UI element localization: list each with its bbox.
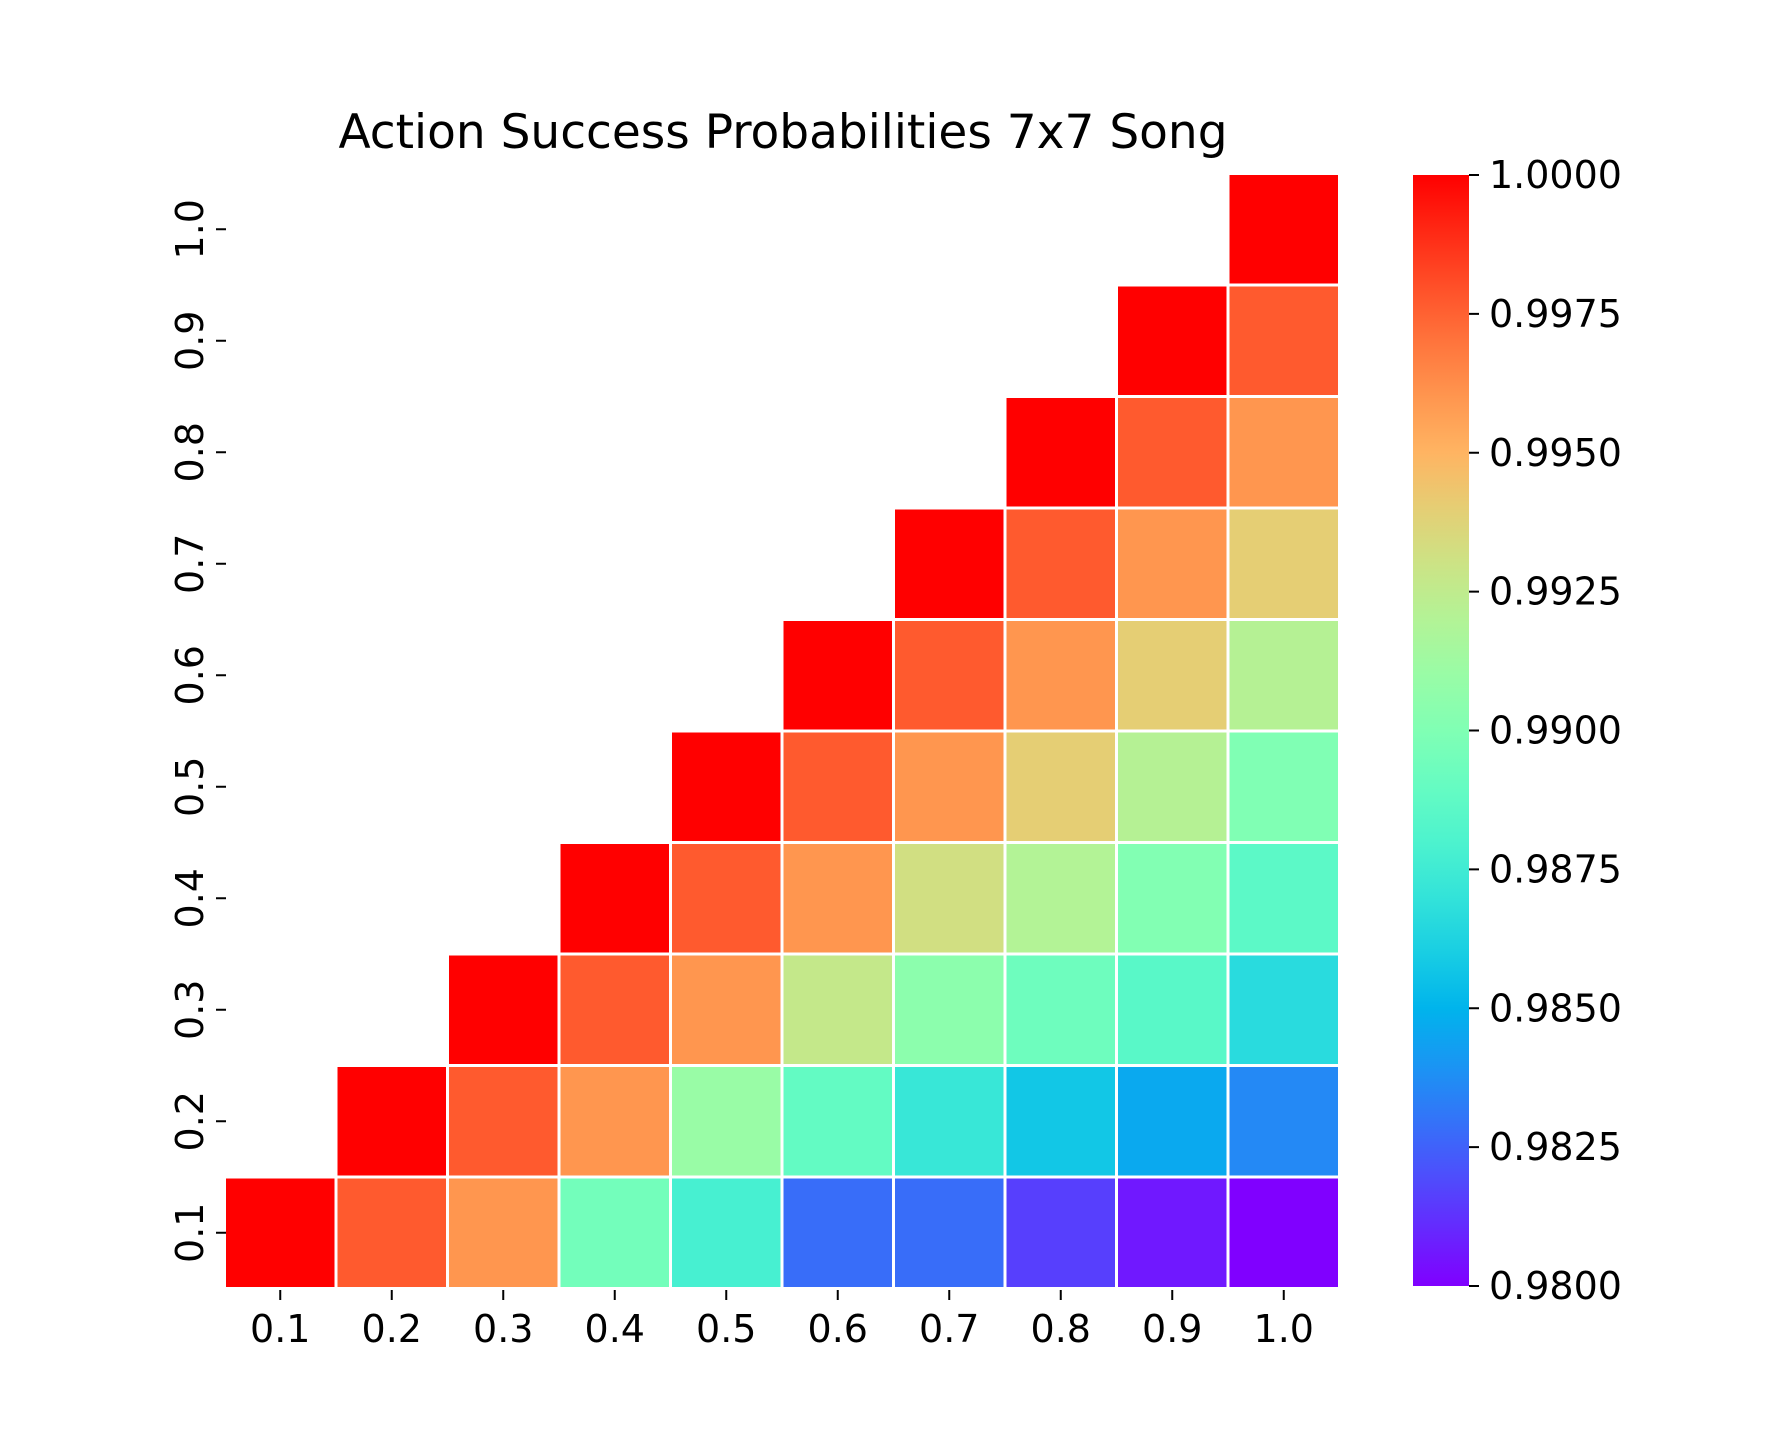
x-axis: 0.1 0.2 0.3 0.4 0.5 0.6 0.7 0.8 0.9 1.0 [250,1290,1314,1351]
heatmap-cell-x1.0-y0.5 [1229,732,1338,841]
heatmap-cell-x0.9-y0.1 [1118,1178,1227,1287]
heatmap-cell-x0.8-y0.7 [1006,509,1115,618]
heatmap-cell-x1.0-y0.2 [1229,1067,1338,1176]
heatmap-cell-x0.8-y0.8 [1006,398,1115,507]
heatmap-cell-x0.8-y0.3 [1006,955,1115,1064]
x-tick-label: 0.3 [473,1307,533,1351]
y-tick-label: 0.5 [168,757,212,817]
colorbar-tick-label: 0.9950 [1489,431,1622,475]
heatmap-cell-x0.5-y0.3 [672,955,781,1064]
heatmap-cell-x1.0-y1.0 [1229,175,1338,284]
y-tick-label: 0.9 [168,311,212,371]
y-tick-label: 0.6 [168,645,212,705]
heatmap-cell-x0.4-y0.1 [560,1178,669,1287]
y-tick-label: 0.7 [168,534,212,594]
heatmap-cell-x0.3-y0.2 [449,1067,558,1176]
heatmap-cell-x0.6-y0.1 [783,1178,892,1287]
heatmap-cell-x0.6-y0.3 [783,955,892,1064]
colorbar-tick-label: 0.9900 [1489,709,1622,753]
heatmap-cell-x0.4-y0.2 [560,1067,669,1176]
heatmap-cell-x0.9-y0.6 [1118,621,1227,730]
heatmap-cell-x0.7-y0.4 [895,844,1004,953]
heatmap-cell-x0.7-y0.1 [895,1178,1004,1287]
colorbar-gradient [1413,175,1469,1286]
heatmap-cell-x1.0-y0.1 [1229,1178,1338,1287]
heatmap-cell-x0.5-y0.4 [672,844,781,953]
x-tick-label: 0.7 [919,1307,979,1351]
y-tick-label: 1.0 [168,199,212,259]
heatmap-cell-x0.5-y0.2 [672,1067,781,1176]
heatmap-cell-x0.3-y0.3 [449,955,558,1064]
x-tick-label: 0.8 [1031,1307,1091,1351]
heatmap-cell-x1.0-y0.7 [1229,509,1338,618]
heatmap-cell-x1.0-y0.4 [1229,844,1338,953]
x-tick-label: 0.2 [362,1307,422,1351]
colorbar-tick-label: 0.9875 [1489,847,1622,891]
x-tick-label: 0.9 [1142,1307,1202,1351]
y-axis: 0.1 0.2 0.3 0.4 0.5 0.6 0.7 0.8 0.9 1.0 [168,199,226,1263]
heatmap-cell-x0.8-y0.2 [1006,1067,1115,1176]
heatmap-cell-x0.7-y0.2 [895,1067,1004,1176]
x-tick-label: 0.6 [808,1307,868,1351]
heatmap-cell-x0.9-y0.5 [1118,732,1227,841]
heatmap-cell-x0.9-y0.8 [1118,398,1227,507]
heatmap-cell-x0.4-y0.3 [560,955,669,1064]
y-tick-label: 0.2 [168,1091,212,1151]
y-tick-label: 0.4 [168,868,212,928]
heatmap-cell-x1.0-y0.8 [1229,398,1338,507]
heatmap-cell-x1.0-y0.3 [1229,955,1338,1064]
heatmap-cell-x0.2-y0.1 [337,1178,446,1287]
heatmap-cell-x0.6-y0.2 [783,1067,892,1176]
heatmap-cell-x0.7-y0.7 [895,509,1004,618]
colorbar-axis: 0.9800 0.9825 0.9850 0.9875 0.9900 0.9925 0.99… [1469,153,1622,1308]
heatmap-cell-x0.6-y0.4 [783,844,892,953]
heatmap-cell-x0.9-y0.7 [1118,509,1227,618]
chart-title: Action Success Probabilities 7x7 Song [338,105,1227,160]
heatmap-cell-x0.9-y0.9 [1118,286,1227,395]
heatmap-cell-x0.2-y0.2 [337,1067,446,1176]
heatmap-cell-x0.8-y0.1 [1006,1178,1115,1287]
heatmap-cell-x0.8-y0.4 [1006,844,1115,953]
heatmap-cell-x0.9-y0.2 [1118,1067,1227,1176]
colorbar-tick-label: 0.9800 [1489,1264,1622,1308]
x-tick-label: 1.0 [1254,1307,1314,1351]
heatmap-cell-x1.0-y0.9 [1229,286,1338,395]
colorbar-tick-label: 0.9925 [1489,570,1622,614]
colorbar-tick-label: 0.9825 [1489,1125,1622,1169]
heatmap-cell-x0.9-y0.3 [1118,955,1227,1064]
colorbar [1413,175,1469,1286]
heatmap-cell-x0.6-y0.5 [783,732,892,841]
y-tick-label: 0.1 [168,1203,212,1263]
heatmap-cell-x0.1-y0.1 [226,1178,335,1287]
x-tick-label: 0.5 [696,1307,756,1351]
x-tick-label: 0.4 [585,1307,645,1351]
x-tick-label: 0.1 [250,1307,310,1351]
heatmap-cells [226,175,1338,1287]
heatmap-cell-x0.5-y0.1 [672,1178,781,1287]
heatmap-cell-x0.8-y0.5 [1006,732,1115,841]
y-tick-label: 0.3 [168,980,212,1040]
colorbar-tick-label: 0.9975 [1489,292,1622,336]
colorbar-tick-label: 0.9850 [1489,986,1622,1030]
heatmap-cell-x0.5-y0.5 [672,732,781,841]
heatmap-cell-x1.0-y0.6 [1229,621,1338,730]
heatmap-cell-x0.9-y0.4 [1118,844,1227,953]
heatmap-cell-x0.7-y0.5 [895,732,1004,841]
heatmap-cell-x0.8-y0.6 [1006,621,1115,730]
heatmap-cell-x0.7-y0.6 [895,621,1004,730]
colorbar-tick-label: 1.0000 [1489,153,1622,197]
heatmap-cell-x0.7-y0.3 [895,955,1004,1064]
heatmap-cell-x0.4-y0.4 [560,844,669,953]
heatmap-cell-x0.6-y0.6 [783,621,892,730]
heatmap-cell-x0.3-y0.1 [449,1178,558,1287]
y-tick-label: 0.8 [168,422,212,482]
